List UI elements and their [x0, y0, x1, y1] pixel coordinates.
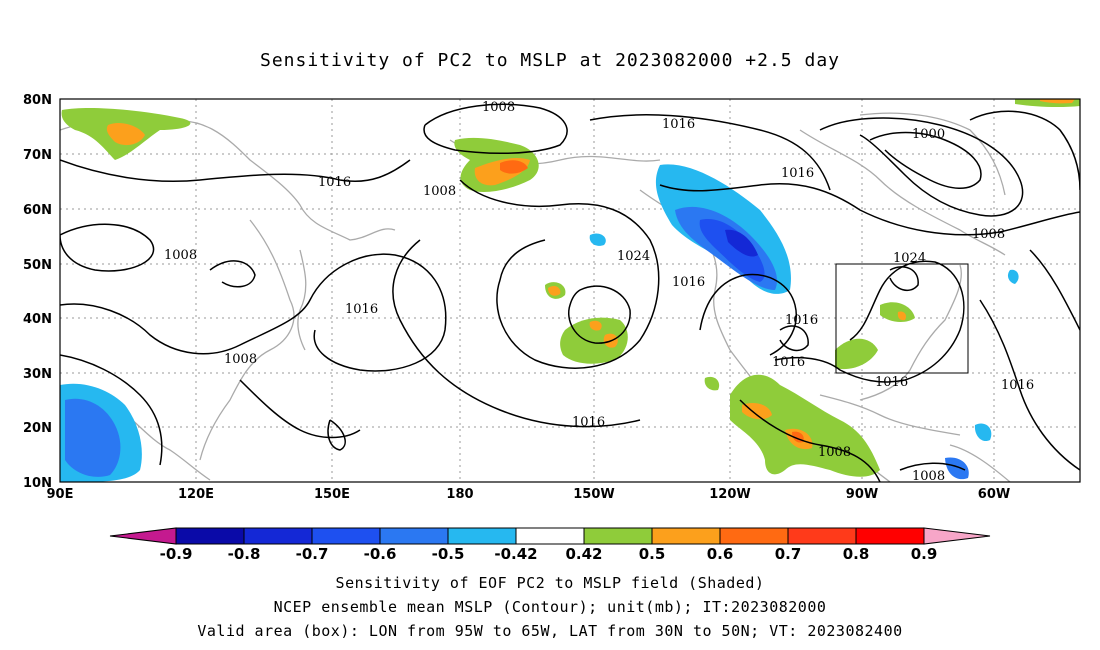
- colorbar-tick-label: -0.8: [228, 545, 261, 563]
- caption-line-2: NCEP ensemble mean MSLP (Contour); unit(…: [273, 598, 827, 616]
- colorbar-labels: -0.9 -0.8 -0.7 -0.6 -0.5 -0.42 0.42 0.5 0.6 0.7 0.…: [160, 545, 938, 563]
- colorbar-tick-label: 0.9: [911, 545, 938, 563]
- colorbar-tick-label: 0.42: [565, 545, 602, 563]
- contour-label: 1008: [972, 227, 1005, 242]
- lat-tick-label: 30N: [23, 367, 52, 382]
- lat-tick-label: 40N: [23, 312, 52, 327]
- colorbar-tick-label: 0.8: [843, 545, 870, 563]
- contour-label: 1024: [893, 251, 926, 266]
- contour-labels: 1008 1016 1008 1000 1016 1016 1008 1024 …: [164, 100, 1034, 484]
- lat-tick-label: 60N: [23, 203, 52, 218]
- caption-line-1: Sensitivity of EOF PC2 to MSLP field (Sh…: [335, 574, 765, 592]
- contour-label: 1016: [781, 166, 814, 181]
- colorbar-tick-label: -0.7: [296, 545, 329, 563]
- colorbar-tick-label: -0.6: [364, 545, 397, 563]
- caption-line-3: Valid area (box): LON from 95W to 65W, L…: [197, 622, 903, 640]
- colorbar-tick-label: 0.6: [707, 545, 734, 563]
- colorbar-swatch: [243, 527, 313, 545]
- colorbar-tick-label: 0.7: [775, 545, 802, 563]
- contour-label: 1016: [672, 275, 705, 290]
- contour-label: 1016: [662, 117, 695, 132]
- contour-label: 1008: [164, 248, 197, 263]
- colorbar-swatch: [719, 527, 789, 545]
- contour-label: 1016: [345, 302, 378, 317]
- gridlines: [60, 99, 1080, 482]
- colorbar-swatch: [175, 527, 245, 545]
- contour-label: 1008: [912, 469, 945, 484]
- lat-tick-label: 50N: [23, 258, 52, 273]
- contour-label: 1000: [912, 127, 945, 142]
- colorbar-swatch: [311, 527, 381, 545]
- colorbar-swatch: [447, 527, 517, 545]
- longitude-ticks: 90E 120E 150E 180 150W 120W 90W 60W: [47, 487, 1011, 502]
- colorbar-left-arrow: [109, 527, 177, 545]
- colorbar-tick-label: -0.9: [160, 545, 193, 563]
- colorbar-tick-label: 0.5: [639, 545, 666, 563]
- contour-label: 1016: [572, 415, 605, 430]
- contour-label: 1008: [818, 445, 851, 460]
- valid-area-box: [835, 263, 969, 374]
- contour-label: 1008: [224, 352, 257, 367]
- lon-tick-label: 90W: [846, 487, 878, 502]
- contour-label: 1016: [318, 175, 351, 190]
- colorbar-swatch: [787, 527, 857, 545]
- contour-label: 1016: [1001, 378, 1034, 393]
- colorbar-right-arrow: [923, 527, 991, 545]
- colorbar-tick-label: -0.42: [494, 545, 537, 563]
- lat-tick-label: 70N: [23, 148, 52, 163]
- lon-tick-label: 120W: [709, 487, 750, 502]
- sensitivity-shading: [60, 99, 1080, 482]
- colorbar: [109, 527, 991, 545]
- contour-label: 1024: [617, 249, 650, 264]
- contour-label: 1008: [423, 184, 456, 199]
- lon-tick-label: 60W: [978, 487, 1010, 502]
- colorbar-swatch: [379, 527, 449, 545]
- lat-tick-label: 20N: [23, 421, 52, 436]
- map-frame: [59, 98, 1081, 483]
- latitude-ticks: 80N 70N 60N 50N 40N 30N 20N 10N: [23, 93, 52, 491]
- map-title: Sensitivity of PC2 to MSLP at 2023082000…: [259, 50, 840, 71]
- lon-tick-label: 180: [446, 487, 473, 502]
- contour-label: 1008: [482, 100, 515, 115]
- contour-label: 1016: [785, 313, 818, 328]
- lon-tick-label: 120E: [178, 487, 214, 502]
- lat-tick-label: 10N: [23, 476, 52, 491]
- colorbar-tick-label: -0.5: [432, 545, 465, 563]
- colorbar-swatch: [583, 527, 653, 545]
- mslp-contours: [60, 103, 1080, 482]
- colorbar-swatch: [515, 527, 585, 545]
- colorbar-swatch: [651, 527, 721, 545]
- lon-tick-label: 150E: [314, 487, 350, 502]
- contour-label: 1016: [875, 375, 908, 390]
- contour-label: 1016: [772, 355, 805, 370]
- colorbar-swatch: [855, 527, 925, 545]
- lon-tick-label: 150W: [573, 487, 614, 502]
- lon-tick-label: 90E: [47, 487, 74, 502]
- lat-tick-label: 80N: [23, 93, 52, 108]
